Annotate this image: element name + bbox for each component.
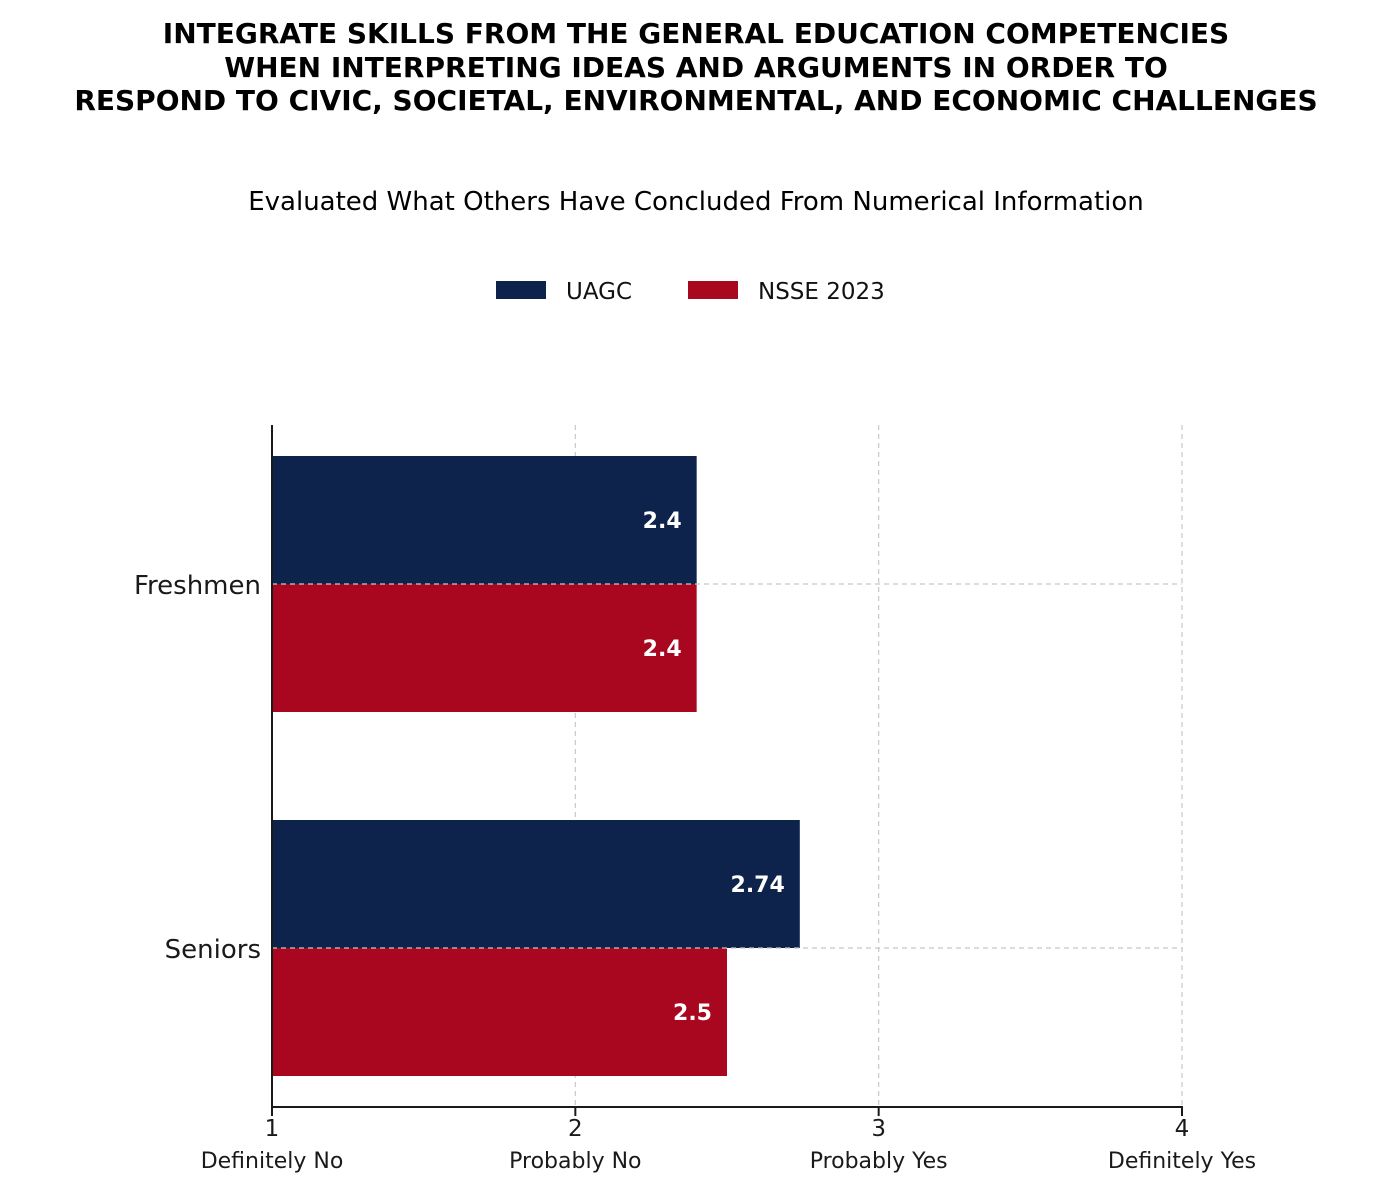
axes xyxy=(271,425,1183,1108)
bar-freshmen-uagc xyxy=(272,456,697,584)
bars xyxy=(272,456,800,1076)
y-axis-categories: Freshmen Seniors xyxy=(134,571,261,965)
bar-value-label-seniors-nsse-2023: 2.5 xyxy=(673,1001,712,1026)
bar-value-label-seniors-uagc: 2.74 xyxy=(731,873,785,898)
title-line-3: RESPOND TO CIVIC, SOCIETAL, ENVIRONMENTA… xyxy=(74,84,1317,117)
x-axis-ticks: 1 Definitely No 2 Probably No 3 Probably Yes 4… xyxy=(201,1107,1256,1174)
x-tick-label-0: Definitely No xyxy=(201,1149,344,1174)
x-tick-number-1: 2 xyxy=(568,1116,583,1142)
title-line-1: INTEGRATE SKILLS FROM THE GENERAL EDUCAT… xyxy=(163,17,1229,50)
bar-value-label-freshmen-nsse-2023: 2.4 xyxy=(643,637,682,662)
x-tick-label-1: Probably No xyxy=(509,1149,641,1174)
bar-seniors-nsse-2023 xyxy=(272,948,727,1076)
chart-title: INTEGRATE SKILLS FROM THE GENERAL EDUCAT… xyxy=(74,17,1317,117)
category-label-seniors: Seniors xyxy=(165,935,261,965)
bar-value-labels: 2.4 2.4 2.74 2.5 xyxy=(643,509,785,1026)
title-line-2: WHEN INTERPRETING IDEAS AND ARGUMENTS IN… xyxy=(224,51,1168,84)
bar-seniors-uagc xyxy=(272,820,800,948)
category-label-freshmen: Freshmen xyxy=(134,571,261,601)
category-gridlines xyxy=(272,583,1182,949)
legend-swatch-nsse xyxy=(688,281,738,299)
x-tick-number-0: 1 xyxy=(265,1116,280,1142)
x-tick-number-3: 4 xyxy=(1175,1116,1190,1142)
x-tick-label-3: Definitely Yes xyxy=(1108,1149,1256,1174)
legend-label-uagc: UAGC xyxy=(566,279,632,305)
x-tick-label-2: Probably Yes xyxy=(810,1149,948,1174)
x-tick-number-2: 3 xyxy=(871,1116,886,1142)
legend-swatch-uagc xyxy=(496,281,546,299)
bar-value-label-freshmen-uagc: 2.4 xyxy=(643,509,682,534)
bar-freshmen-nsse-2023 xyxy=(272,584,697,712)
legend: UAGC NSSE 2023 xyxy=(496,279,885,305)
chart-subtitle: Evaluated What Others Have Concluded Fro… xyxy=(248,187,1144,217)
legend-label-nsse: NSSE 2023 xyxy=(758,279,885,305)
